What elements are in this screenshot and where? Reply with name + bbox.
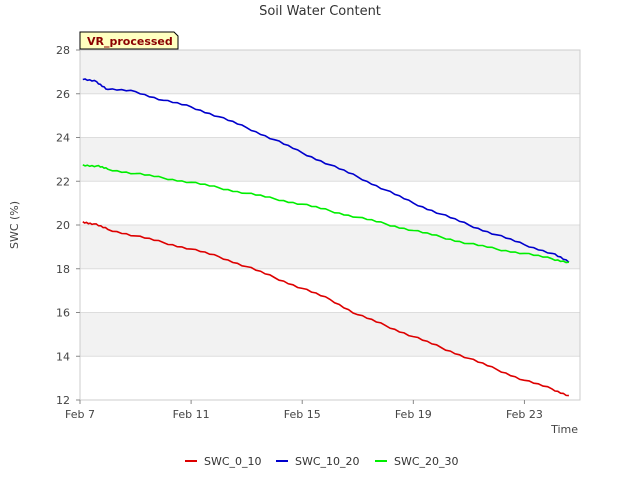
plot-band: [80, 137, 580, 182]
x-tick-label: Feb 23: [506, 408, 543, 421]
x-tick-label: Feb 15: [284, 408, 321, 421]
plot-band: [80, 312, 580, 357]
plot-band: [80, 225, 580, 269]
x-tick-label: Feb 19: [395, 408, 432, 421]
y-tick-label: 14: [56, 350, 70, 363]
x-tick-label: Feb 7: [65, 408, 95, 421]
plot-bands: [80, 50, 580, 400]
series-layer: [82, 78, 570, 397]
y-tick-label: 20: [56, 219, 70, 232]
plot-band: [80, 181, 580, 225]
plot-band: [80, 50, 580, 94]
y-axis: 12 14 16 18 20 22 24 26 28: [56, 44, 80, 407]
badge-background: [79, 31, 179, 50]
y-tick-label: 26: [56, 88, 70, 101]
y-tick-label: 16: [56, 307, 70, 320]
legend: SWC_0_10 SWC_10_20 SWC_20_30: [185, 455, 459, 468]
vr-processed-badge: VR_processed: [79, 31, 179, 50]
legend-label: SWC_10_20: [295, 455, 360, 468]
plot-band: [80, 268, 580, 313]
y-tick-label: 24: [56, 132, 70, 145]
series-line-swc-20-30: [82, 164, 569, 264]
plot-band: [80, 356, 580, 400]
y-tick-label: 28: [56, 44, 70, 57]
legend-label: SWC_0_10: [204, 455, 262, 468]
x-axis-label: Time: [550, 423, 578, 436]
x-tick-label: Feb 11: [173, 408, 210, 421]
badge-label: VR_processed: [87, 35, 173, 48]
series-line-swc-10-20: [82, 78, 570, 263]
series-line-swc-0-10: [82, 221, 569, 397]
y-tick-label: 12: [56, 394, 70, 407]
plot-band: [80, 93, 580, 138]
chart-title: Soil Water Content: [259, 4, 381, 19]
y-axis-label: SWC (%): [8, 201, 21, 249]
x-axis: Feb 7 Feb 11 Feb 15 Feb 19 Feb 23: [65, 400, 543, 421]
legend-label: SWC_20_30: [394, 455, 459, 468]
y-tick-label: 18: [56, 263, 70, 276]
y-tick-label: 22: [56, 175, 70, 188]
